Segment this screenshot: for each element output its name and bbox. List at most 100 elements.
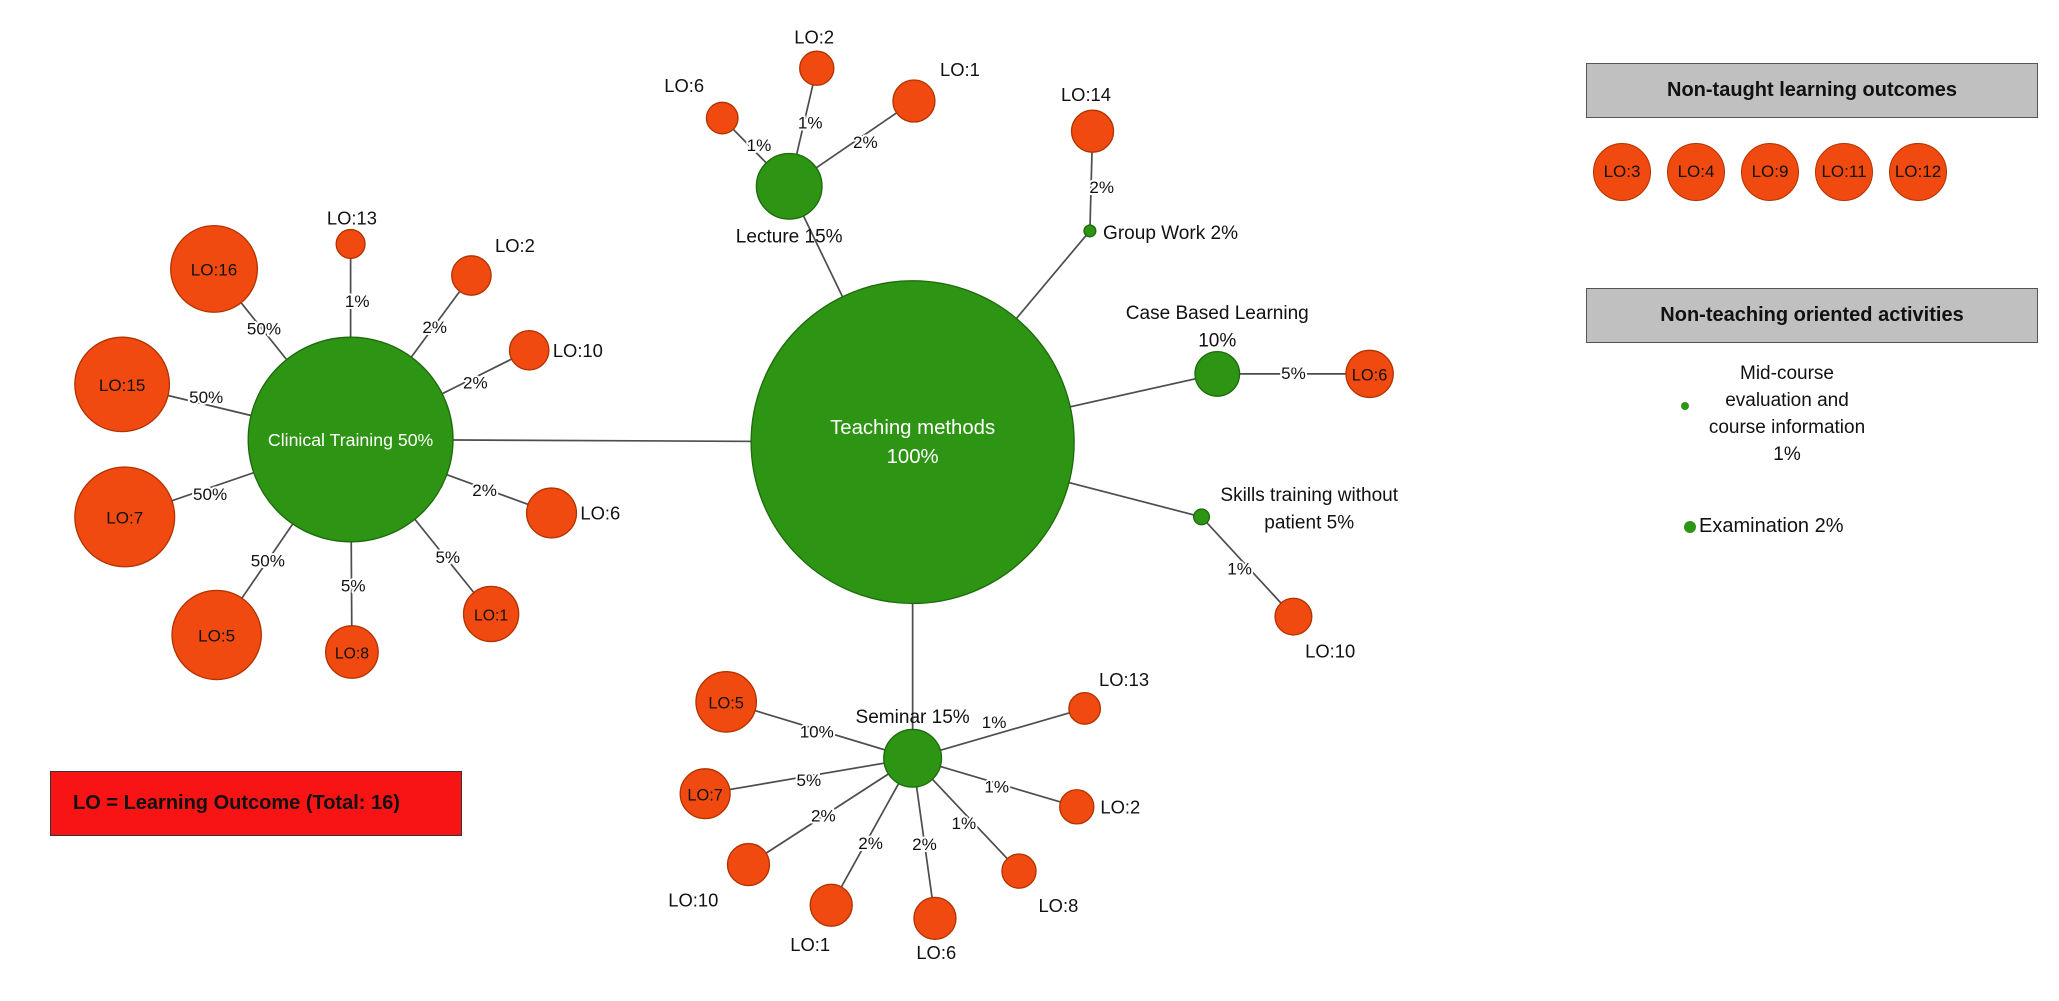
edge-label-clinical-c_lo2: 2% xyxy=(422,318,447,337)
node-label-se_lo6: LO:6 xyxy=(916,942,956,963)
node-teaching xyxy=(750,280,1075,605)
node-skills xyxy=(1192,508,1211,526)
edge-label-clinical-c_lo16: 50% xyxy=(247,320,281,339)
node-label-c_lo1: LO:1 xyxy=(474,608,508,625)
node-label-se_lo5: LO:5 xyxy=(708,694,744,712)
edge-label-clinical-c_lo15: 50% xyxy=(189,388,223,407)
node-seminar xyxy=(883,728,943,788)
node-label-groupwork: Group Work 2% xyxy=(1103,223,1238,244)
node-se_lo2 xyxy=(1059,789,1095,825)
edge-label-clinical-c_lo7: 50% xyxy=(193,485,227,504)
node-label-s_lo10: LO:10 xyxy=(1305,640,1355,661)
node-g_lo14 xyxy=(1070,109,1115,153)
edge-label-seminar-se_lo2: 1% xyxy=(984,777,1009,796)
node-label-c_lo2: LO:2 xyxy=(495,235,535,256)
edge-label-seminar-se_lo8: 1% xyxy=(952,814,977,833)
node-c_lo15 xyxy=(74,336,171,433)
node-se_lo5 xyxy=(695,671,758,733)
non-teaching-title: Non-teaching oriented activities xyxy=(1660,304,1964,326)
node-label-c_lo13: LO:13 xyxy=(327,207,377,228)
edge-label-clinical-c_lo10: 2% xyxy=(463,373,488,392)
node-label-g_lo14: LO:14 xyxy=(1061,84,1111,105)
node-label-se_lo2: LO:2 xyxy=(1100,796,1140,817)
node-se_lo13 xyxy=(1068,692,1102,725)
edge-skills-s_lo10 xyxy=(1200,516,1295,618)
examination-item: Examination 2% xyxy=(1684,515,1844,538)
node-l_lo6 xyxy=(705,101,739,135)
edge-seminar-se_lo7 xyxy=(705,757,913,795)
edge-label-clinical-c_lo1: 5% xyxy=(435,548,460,567)
node-label-seminar: Seminar 15% xyxy=(856,707,970,728)
node-label-se_lo7: LO:7 xyxy=(687,786,723,804)
node-label-l_lo6: LO:6 xyxy=(664,75,704,96)
edge-label-clinical-c_lo13: 1% xyxy=(345,292,370,311)
edge-label-lecture-l_lo2: 1% xyxy=(798,114,823,133)
node-c_lo16 xyxy=(170,224,259,313)
node-groupwork xyxy=(1083,224,1097,238)
node-label-c_lo7: LO:7 xyxy=(106,508,143,527)
node-label-cbl: Case Based Learning 10% xyxy=(1126,303,1309,352)
node-label-c_lo15: LO:15 xyxy=(99,376,145,395)
non-taught-circle-lo3: LO:3 xyxy=(1593,143,1651,201)
edge-label-lecture-l_lo6: 1% xyxy=(747,136,772,155)
lo-legend-box: LO = Learning Outcome (Total: 16) xyxy=(50,771,462,836)
node-label-se_lo1: LO:1 xyxy=(790,934,830,955)
node-c_lo5 xyxy=(171,589,262,681)
node-label-skills: Skills training without patient 5% xyxy=(1220,485,1398,534)
non-taught-title: Non-taught learning outcomes xyxy=(1667,79,1957,101)
node-s_lo10 xyxy=(1274,597,1313,636)
mid-course-dot xyxy=(1681,402,1689,410)
node-clinical xyxy=(247,336,454,543)
edge-seminar-se_lo13 xyxy=(912,707,1085,760)
node-l_lo1 xyxy=(892,79,936,123)
node-c_lo7 xyxy=(74,466,176,568)
edge-seminar-se_lo5 xyxy=(725,701,913,760)
non-teaching-header: Non-teaching oriented activities xyxy=(1586,288,2038,343)
edge-label-seminar-se_lo6: 2% xyxy=(912,835,937,854)
edge-label-seminar-se_lo13: 1% xyxy=(982,713,1007,732)
node-label-lecture: Lecture 15% xyxy=(736,227,843,248)
non-taught-circles: LO:3 LO:4 LO:9 LO:11 LO:12 xyxy=(1593,143,1947,201)
node-l_lo2 xyxy=(799,50,835,86)
node-se_lo6 xyxy=(913,896,957,940)
node-label-c_lo5: LO:5 xyxy=(198,627,235,646)
node-se_lo7 xyxy=(679,768,731,820)
node-se_lo8 xyxy=(1001,853,1037,889)
node-label-se_lo13: LO:13 xyxy=(1099,669,1149,690)
non-taught-circle-lo4: LO:4 xyxy=(1667,143,1725,201)
node-se_lo1 xyxy=(809,883,853,927)
node-label-c_lo6: LO:6 xyxy=(580,503,620,524)
node-label-c_lo10: LO:10 xyxy=(553,340,603,361)
node-label-l_lo2: LO:2 xyxy=(794,26,834,47)
non-taught-circle-lo12: LO:12 xyxy=(1889,143,1947,201)
edge-label-clinical-c_lo6: 2% xyxy=(472,481,497,500)
node-se_lo10 xyxy=(726,842,771,887)
node-lecture xyxy=(755,152,823,220)
edge-label-groupwork-g_lo14: 2% xyxy=(1089,178,1114,197)
labels-layer: Teaching methods 100% Clinical Training 50… xyxy=(99,26,1399,963)
node-c_lo8 xyxy=(325,625,379,679)
edge-label-clinical-c_lo8: 5% xyxy=(341,577,366,596)
non-taught-header: Non-taught learning outcomes xyxy=(1586,63,2038,118)
examination-dot xyxy=(1684,520,1696,533)
node-c_lo1 xyxy=(462,585,520,643)
node-label-clinical: Clinical Training 50% xyxy=(268,430,434,450)
edge-label-seminar-se_lo7: 5% xyxy=(797,771,822,790)
mid-course-label: Mid-course evaluation and course informa… xyxy=(1708,363,1866,465)
lo-legend-label: LO = Learning Outcome (Total: 16) xyxy=(73,792,400,814)
node-cbl xyxy=(1194,350,1241,397)
examination-label: Examination 2% xyxy=(1699,515,1844,537)
edge-label-skills-s_lo10: 1% xyxy=(1227,560,1252,579)
node-c_lo10 xyxy=(508,329,550,371)
nodes-layer xyxy=(74,50,1394,940)
edge-label-cbl-cb_lo6: 5% xyxy=(1281,364,1306,383)
node-label-c_lo16: LO:16 xyxy=(191,261,237,280)
edge-label-seminar-se_lo1: 2% xyxy=(858,834,883,853)
node-label-l_lo1: LO:1 xyxy=(940,59,980,80)
node-label-teaching: Teaching methods 100% xyxy=(830,417,995,468)
node-cb_lo6 xyxy=(1345,349,1394,399)
edge-label-seminar-se_lo10: 2% xyxy=(811,806,836,825)
node-c_lo2 xyxy=(451,255,492,296)
